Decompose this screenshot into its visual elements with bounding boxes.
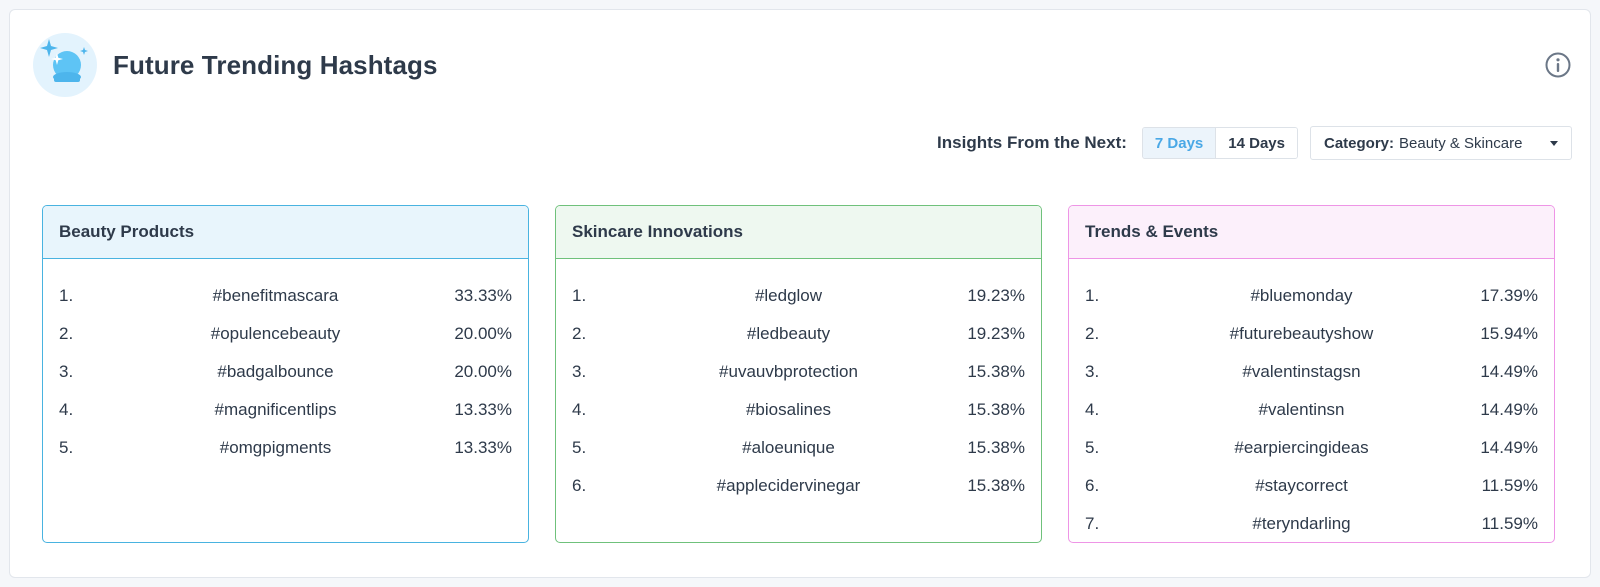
hashtag-percentage: 15.38%	[967, 362, 1025, 381]
category-value: Beauty & Skincare	[1399, 134, 1523, 152]
info-icon[interactable]	[1544, 51, 1572, 79]
hashtag-percentage: 17.39%	[1480, 286, 1538, 305]
crystal-ball-icon	[33, 33, 97, 97]
hashtag-row: 5. #omgpigments 13.33%	[43, 429, 528, 467]
category-select[interactable]: Category: Beauty & Skincare	[1310, 126, 1572, 160]
panel-beauty-products: Beauty Products 1. #benefitmascara 33.33% 2…	[42, 205, 529, 543]
hashtag-percentage: 11.59%	[1481, 514, 1538, 533]
hashtag-row: 1. #benefitmascara 33.33%	[43, 277, 528, 315]
hashtag-row: 4. #magnificentlips 13.33%	[43, 391, 528, 429]
hashtag-name: #ledglow	[754, 286, 823, 305]
card-header: Future Trending Hashtags	[33, 33, 438, 97]
hashtag-percentage: 15.38%	[967, 476, 1025, 495]
panel-title: Trends & Events	[1069, 206, 1554, 259]
hashtag-name: #futurebeautyshow	[1229, 324, 1374, 343]
hashtag-percentage: 19.23%	[967, 286, 1025, 305]
hashtag-rank: 5.	[572, 438, 587, 457]
hashtag-rank: 3.	[572, 362, 587, 381]
hashtag-rank: 4.	[59, 400, 74, 419]
hashtag-row: 5. #earpiercingideas 14.49%	[1069, 429, 1554, 467]
hashtag-percentage: 13.33%	[454, 438, 512, 457]
hashtag-row: 2. #opulencebeauty 20.00%	[43, 315, 528, 353]
hashtag-row: 1. #ledglow 19.23%	[556, 277, 1041, 315]
hashtag-rank: 1.	[572, 286, 587, 305]
hashtag-percentage: 14.49%	[1480, 438, 1538, 457]
hashtag-name: #valentinsn	[1258, 400, 1345, 419]
hashtag-rank: 3.	[59, 362, 74, 381]
hashtag-name: #ledbeauty	[746, 324, 831, 343]
hashtag-panels: Beauty Products 1. #benefitmascara 33.33% 2…	[42, 205, 1555, 543]
hashtag-name: #uvauvbprotection	[719, 362, 858, 381]
hashtag-rank: 4.	[1085, 400, 1100, 419]
hashtag-percentage: 11.59%	[1481, 476, 1538, 495]
hashtag-row: 7. #teryndarling 11.59%	[1069, 505, 1554, 542]
hashtag-percentage: 33.33%	[454, 286, 512, 305]
hashtag-name: #badgalbounce	[217, 362, 334, 381]
hashtag-name: #bluemonday	[1250, 286, 1353, 305]
hashtag-percentage: 14.49%	[1480, 400, 1538, 419]
hashtag-row: 2. #ledbeauty 19.23%	[556, 315, 1041, 353]
hashtag-name: #biosalines	[745, 400, 832, 419]
hashtag-row: 4. #valentinsn 14.49%	[1069, 391, 1554, 429]
hashtag-name: #aloeunique	[742, 438, 835, 457]
hashtag-name: #magnificentlips	[214, 400, 337, 419]
hashtag-name: #applecidervinegar	[716, 476, 861, 495]
hashtag-row: 1. #bluemonday 17.39%	[1069, 277, 1554, 315]
insights-label: Insights From the Next:	[937, 133, 1127, 152]
hashtag-row: 2. #futurebeautyshow 15.94%	[1069, 315, 1554, 353]
hashtag-name: #valentinstagsn	[1242, 362, 1361, 381]
option-7-days[interactable]: 7 Days	[1142, 128, 1217, 158]
caret-down-icon	[1550, 140, 1558, 146]
hashtag-list: 1. #ledglow 19.23% 2. #ledbeauty 19.23% 3. #uva…	[556, 259, 1041, 505]
hashtag-name: #opulencebeauty	[210, 324, 341, 343]
hashtag-list: 1. #benefitmascara 33.33% 2. #opulencebeauty…	[43, 259, 528, 467]
hashtag-rank: 3.	[1085, 362, 1100, 381]
hashtag-name: #omgpigments	[219, 438, 332, 457]
hashtag-percentage: 15.38%	[967, 400, 1025, 419]
hashtag-rank: 7.	[1085, 514, 1100, 533]
hashtag-row: 3. #badgalbounce 20.00%	[43, 353, 528, 391]
hashtag-rank: 2.	[572, 324, 587, 343]
hashtag-percentage: 15.94%	[1480, 324, 1538, 343]
hashtag-name: #staycorrect	[1255, 476, 1348, 495]
panel-trends-events: Trends & Events 1. #bluemonday 17.39% 2. #fu…	[1068, 205, 1555, 543]
hashtag-row: 6. #staycorrect 11.59%	[1069, 467, 1554, 505]
hashtag-rank: 2.	[1085, 324, 1100, 343]
hashtag-name: #earpiercingideas	[1234, 438, 1369, 457]
hashtag-row: 6. #applecidervinegar 15.38%	[556, 467, 1041, 505]
future-trending-hashtags-card	[9, 9, 1591, 578]
hashtag-percentage: 13.33%	[454, 400, 512, 419]
hashtag-row: 3. #uvauvbprotection 15.38%	[556, 353, 1041, 391]
panel-title: Skincare Innovations	[556, 206, 1041, 259]
hashtag-percentage: 20.00%	[454, 362, 512, 381]
hashtag-rank: 4.	[572, 400, 587, 419]
panel-skincare-innovations: Skincare Innovations 1. #ledglow 19.23% 2. #…	[555, 205, 1042, 543]
hashtag-rank: 2.	[59, 324, 74, 343]
hashtag-percentage: 14.49%	[1480, 362, 1538, 381]
hashtag-row: 4. #biosalines 15.38%	[556, 391, 1041, 429]
hashtag-rank: 1.	[59, 286, 74, 305]
hashtag-list: 1. #bluemonday 17.39% 2. #futurebeautyshow 15…	[1069, 259, 1554, 542]
days-toggle: 7 Days 14 Days	[1141, 127, 1298, 159]
category-label: Category:	[1324, 134, 1395, 152]
insights-controls: Insights From the Next: 7 Days 14 Days C…	[937, 126, 1572, 160]
hashtag-rank: 6.	[1085, 476, 1100, 495]
hashtag-row: 5. #aloeunique 15.38%	[556, 429, 1041, 467]
hashtag-percentage: 15.38%	[967, 438, 1025, 457]
hashtag-name: #benefitmascara	[212, 286, 339, 305]
hashtag-rank: 1.	[1085, 286, 1100, 305]
hashtag-rank: 6.	[572, 476, 587, 495]
hashtag-row: 3. #valentinstagsn 14.49%	[1069, 353, 1554, 391]
hashtag-rank: 5.	[1085, 438, 1100, 457]
panel-title: Beauty Products	[43, 206, 528, 259]
option-14-days[interactable]: 14 Days	[1216, 128, 1297, 158]
hashtag-percentage: 20.00%	[454, 324, 512, 343]
hashtag-rank: 5.	[59, 438, 74, 457]
hashtag-name: #teryndarling	[1252, 514, 1351, 533]
hashtag-percentage: 19.23%	[967, 324, 1025, 343]
card-title: Future Trending Hashtags	[113, 49, 438, 80]
